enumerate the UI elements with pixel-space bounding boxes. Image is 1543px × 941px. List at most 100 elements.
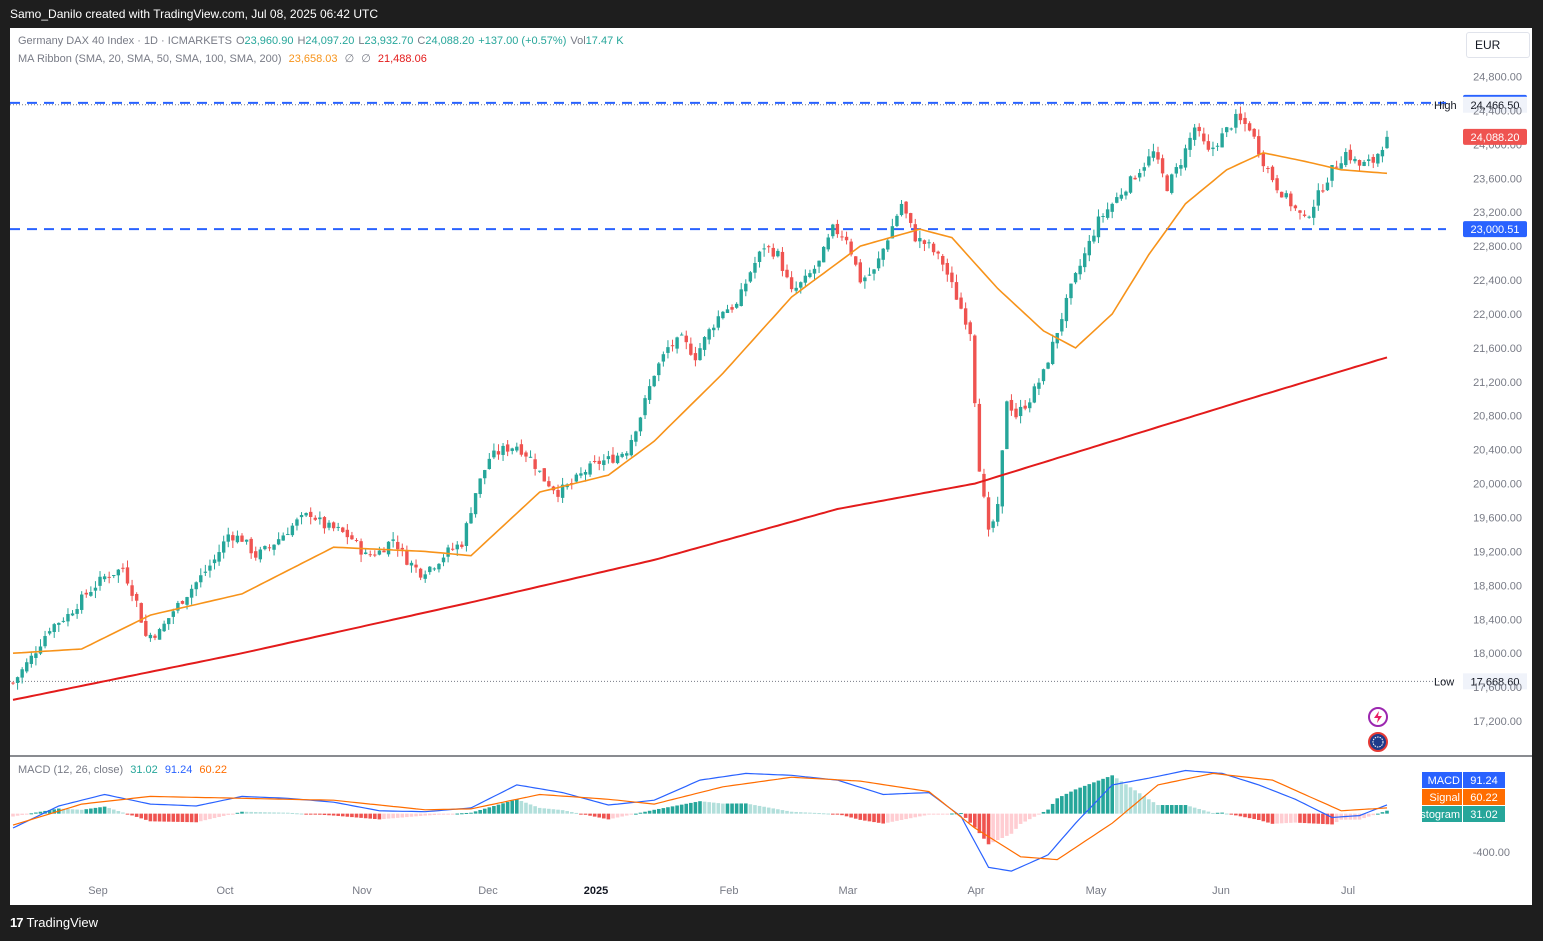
candle-body [560, 484, 565, 498]
macd-hist-bar [116, 811, 121, 814]
candle-body [221, 541, 226, 553]
candle-body [762, 248, 766, 250]
macd-hist-bar [1366, 813, 1371, 817]
chart-canvas[interactable]: 24,488.9923,000.51High24,466.50Low17,668… [10, 28, 1532, 905]
macd-hist-bar [194, 813, 198, 823]
candle-body [199, 575, 203, 583]
currency-selector[interactable]: EUR [1466, 32, 1530, 58]
globe-icon[interactable] [1368, 732, 1388, 752]
moving-averages-layer [12, 151, 1388, 701]
macd-hist-bar [267, 812, 272, 814]
macd-hist-bar [1005, 813, 1009, 836]
tradingview-logo[interactable]: 17 TradingView [10, 915, 98, 930]
candle-body [803, 275, 808, 283]
macd-hist-bar [551, 809, 556, 814]
candle-body [43, 636, 47, 647]
macd-hist-bar [501, 803, 505, 814]
candle-body [75, 609, 79, 614]
macd-hist-bar [780, 810, 785, 814]
candle-body [20, 669, 24, 678]
candle-body [290, 525, 295, 536]
candle-body [1298, 210, 1302, 213]
candle-body [941, 255, 945, 265]
macd-hist-bar [89, 808, 93, 814]
candle-body [414, 564, 418, 568]
candle-body [881, 248, 885, 260]
macd-hist-bar [102, 806, 107, 814]
x-tick-label: Jul [1341, 885, 1355, 897]
candle-body [973, 335, 977, 404]
macd-hist-bar [1380, 812, 1385, 814]
macd-hist-bar [849, 813, 853, 818]
candle-body [702, 337, 707, 350]
macd-hist-bar [1027, 813, 1032, 820]
candle-body [61, 620, 66, 622]
macd-hist-bar [1092, 782, 1096, 814]
candle-body [1270, 166, 1275, 181]
macd-hist-bar [652, 809, 656, 814]
macd-hist-bar [510, 800, 515, 814]
candle-body [1357, 160, 1362, 166]
instrument-legend: Germany DAX 40 Index · 1D · ICMARKETS O23… [18, 35, 628, 47]
candle-body [519, 444, 524, 455]
candle-body [309, 511, 313, 518]
macd-hist-bar [258, 812, 263, 814]
candle-body [272, 544, 276, 550]
macd-hist-bar [276, 812, 281, 814]
macd-tag-name: MACD [1428, 775, 1460, 787]
x-tick-label: 2025 [584, 885, 608, 897]
macd-hist-bar [450, 813, 455, 815]
macd-hist-bar [945, 813, 950, 815]
macd-hist-bar [1183, 805, 1188, 814]
candle-body [982, 473, 986, 497]
candle-body [473, 493, 478, 515]
macd-hist-bar [844, 813, 849, 817]
candle-body [872, 269, 876, 274]
macd-hist-bar [597, 813, 602, 818]
candle-body [1105, 209, 1110, 218]
candle-body [844, 236, 849, 241]
candle-body [799, 282, 803, 288]
macd-hist-bar [1105, 777, 1110, 814]
candle-body [528, 456, 533, 458]
macd-hist-bar [1142, 796, 1147, 814]
signal-line [12, 772, 1388, 861]
chart-panel[interactable]: 24,488.9923,000.51High24,466.50Low17,668… [10, 28, 1532, 905]
candle-body [505, 444, 510, 452]
macd-hist-bar [835, 813, 840, 815]
candle-body [254, 551, 258, 558]
ma-short-value: 23,658.03 [288, 53, 338, 65]
macd-hist-bar [1101, 778, 1105, 814]
candle-body [1225, 127, 1229, 133]
macd-hist-bar [395, 813, 400, 818]
candle-body [15, 677, 20, 683]
candle-body [446, 547, 450, 557]
macd-hist-bar [1279, 813, 1284, 824]
macd-hist-bar [982, 813, 986, 839]
extreme-label: High [1434, 100, 1457, 112]
candle-body [666, 347, 670, 353]
candle-body [29, 655, 34, 664]
candle-body [157, 629, 162, 640]
candle-body [249, 538, 253, 554]
candle-body [858, 262, 862, 283]
lightning-icon[interactable] [1368, 707, 1388, 727]
candle-body [849, 241, 853, 255]
candle-body [1101, 215, 1105, 217]
sma-200-line [12, 356, 1388, 701]
candle-body [1376, 153, 1380, 164]
close-value: 24,088.20 [425, 35, 475, 47]
candle-body [1266, 168, 1270, 170]
candle-body [34, 653, 38, 659]
candle-body [904, 201, 908, 214]
macd-hist-bar [93, 807, 98, 814]
macd-hist-bar [208, 813, 212, 820]
candle-body [318, 517, 322, 520]
macd-hist-bar [1179, 805, 1183, 814]
candle-body [244, 539, 249, 542]
macd-hist-bar [153, 813, 157, 822]
macd-hist-bar [38, 811, 43, 814]
candle-body [753, 262, 757, 273]
macd-hist-bar [47, 810, 52, 814]
candle-body [487, 458, 492, 470]
